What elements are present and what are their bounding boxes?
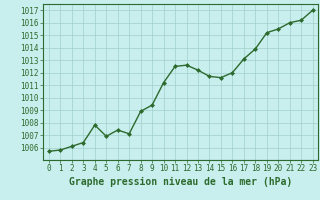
X-axis label: Graphe pression niveau de la mer (hPa): Graphe pression niveau de la mer (hPa) (69, 177, 292, 187)
